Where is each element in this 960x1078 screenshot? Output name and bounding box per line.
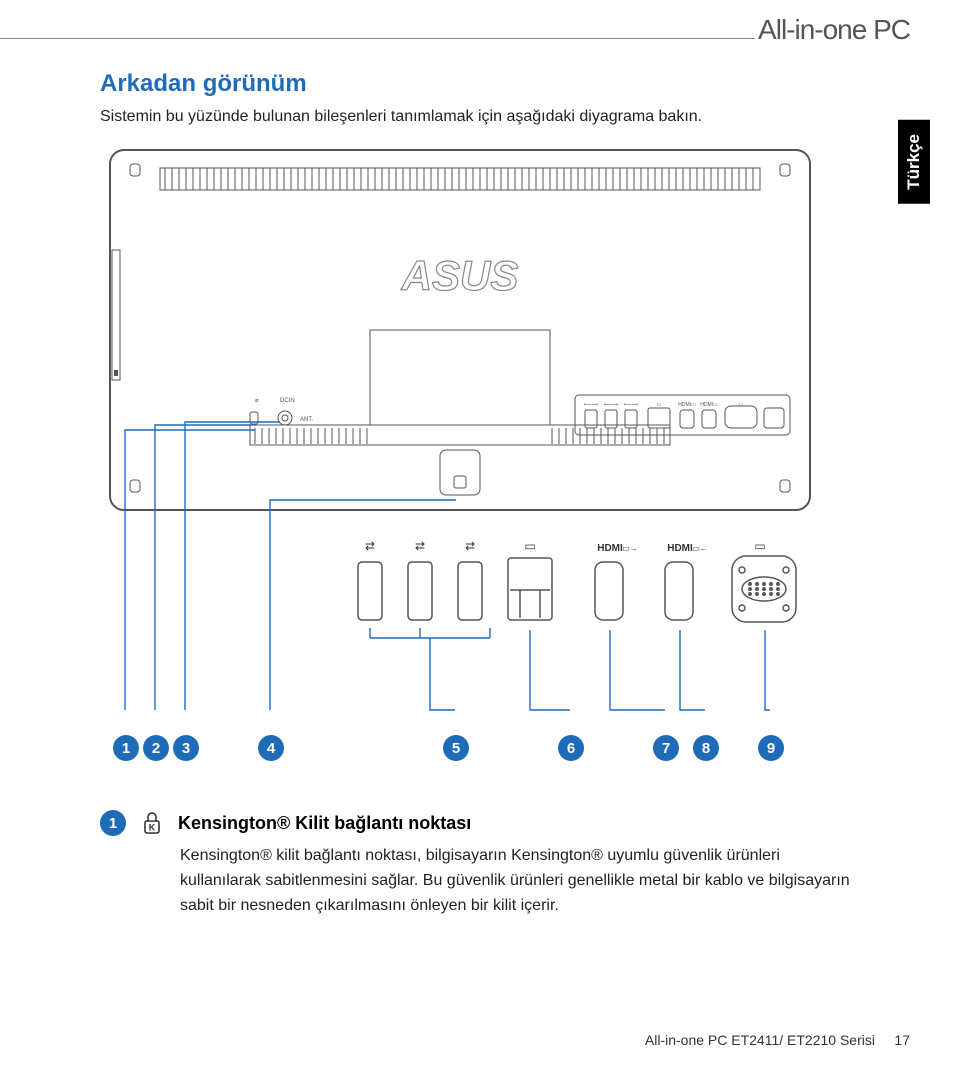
callout-7: 7 — [653, 735, 679, 761]
page-footer: All-in-one PC ET2411/ ET2210 Serisi 17 — [645, 1032, 910, 1048]
svg-text:HDMI: HDMI — [667, 543, 693, 554]
svg-text:⇄: ⇄ — [415, 539, 425, 553]
callout-1: 1 — [113, 735, 139, 761]
section-title: Arkadan görünüm — [100, 70, 307, 98]
header-logo: All-in-one PC — [758, 14, 910, 46]
svg-text:▭: ▭ — [754, 539, 765, 553]
svg-text:HDMI▭: HDMI▭ — [700, 402, 718, 408]
svg-text:⌀: ⌀ — [255, 398, 259, 404]
item-1: 1 K Kensington® Kilit bağlantı noktası K… — [100, 810, 860, 918]
kensington-lock-icon: K — [142, 811, 162, 835]
svg-text:▭: ▭ — [524, 539, 535, 553]
item-1-body: Kensington® kilit bağlantı noktası, bilg… — [180, 844, 860, 918]
svg-text:⟵⟶: ⟵⟶ — [584, 402, 598, 408]
callout-8: 8 — [693, 735, 719, 761]
callout-9: 9 — [758, 735, 784, 761]
svg-text:⇄: ⇄ — [465, 539, 475, 553]
svg-text:K: K — [149, 823, 156, 833]
callout-4: 4 — [258, 735, 284, 761]
svg-text:DCIN: DCIN — [280, 398, 295, 404]
language-tab: Türkçe — [898, 120, 930, 204]
callout-2: 2 — [143, 735, 169, 761]
svg-text:⟵⟶: ⟵⟶ — [604, 402, 618, 408]
footer-text: All-in-one PC ET2411/ ET2210 Serisi — [645, 1032, 875, 1048]
header-rule — [0, 38, 755, 39]
svg-text:▭→: ▭→ — [622, 544, 638, 553]
svg-text:⇄: ⇄ — [365, 539, 375, 553]
svg-text:HDMI▭: HDMI▭ — [678, 402, 696, 408]
rear-view-diagram: ASUS ANT. ⌀ DCIN ⟵⟶ ⟵⟶ ⟵⟶ ▭ HDMI▭ HDMI▭ … — [100, 140, 860, 720]
svg-text:▭←: ▭← — [692, 544, 708, 553]
callout-3: 3 — [173, 735, 199, 761]
svg-text:▭: ▭ — [739, 402, 744, 408]
item-1-title: Kensington® Kilit bağlantı noktası — [178, 813, 471, 834]
svg-text:HDMI: HDMI — [597, 543, 623, 554]
page-number: 17 — [894, 1032, 910, 1048]
svg-text:▭: ▭ — [657, 402, 662, 408]
item-1-number: 1 — [100, 810, 126, 836]
callout-5: 5 — [443, 735, 469, 761]
svg-text:ANT.: ANT. — [300, 417, 313, 423]
section-subtitle: Sistemin bu yüzünde bulunan bileşenleri … — [100, 108, 702, 126]
callout-6: 6 — [558, 735, 584, 761]
brand-logo: ASUS — [401, 252, 519, 299]
svg-text:⟵⟶: ⟵⟶ — [624, 402, 638, 408]
